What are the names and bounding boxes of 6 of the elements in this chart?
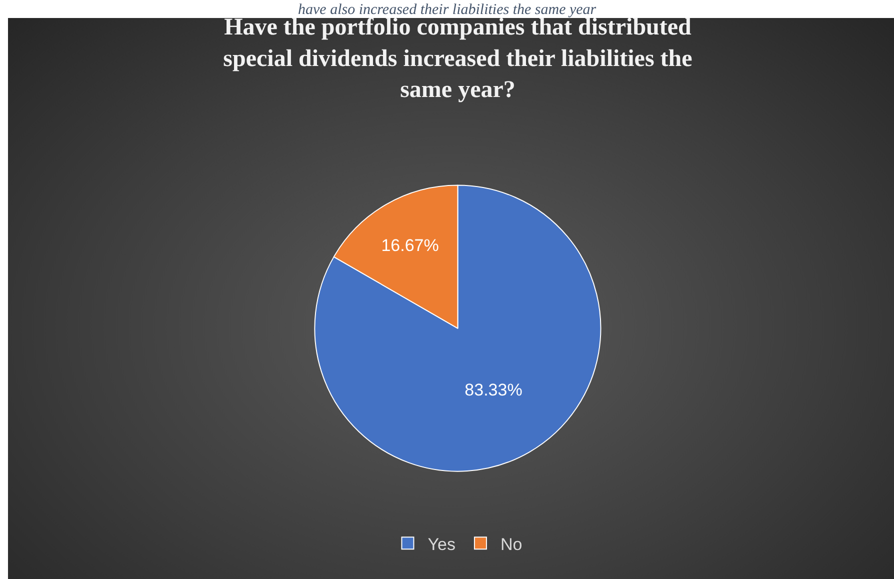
pie-slice <box>314 184 602 472</box>
data-label: 83.33% <box>464 380 522 400</box>
legend-label: Yes <box>428 534 456 554</box>
legend-label: No <box>500 534 522 554</box>
data-label: 16.67% <box>381 236 439 256</box>
text: have also increased their liabilities the same year <box>298 2 596 18</box>
